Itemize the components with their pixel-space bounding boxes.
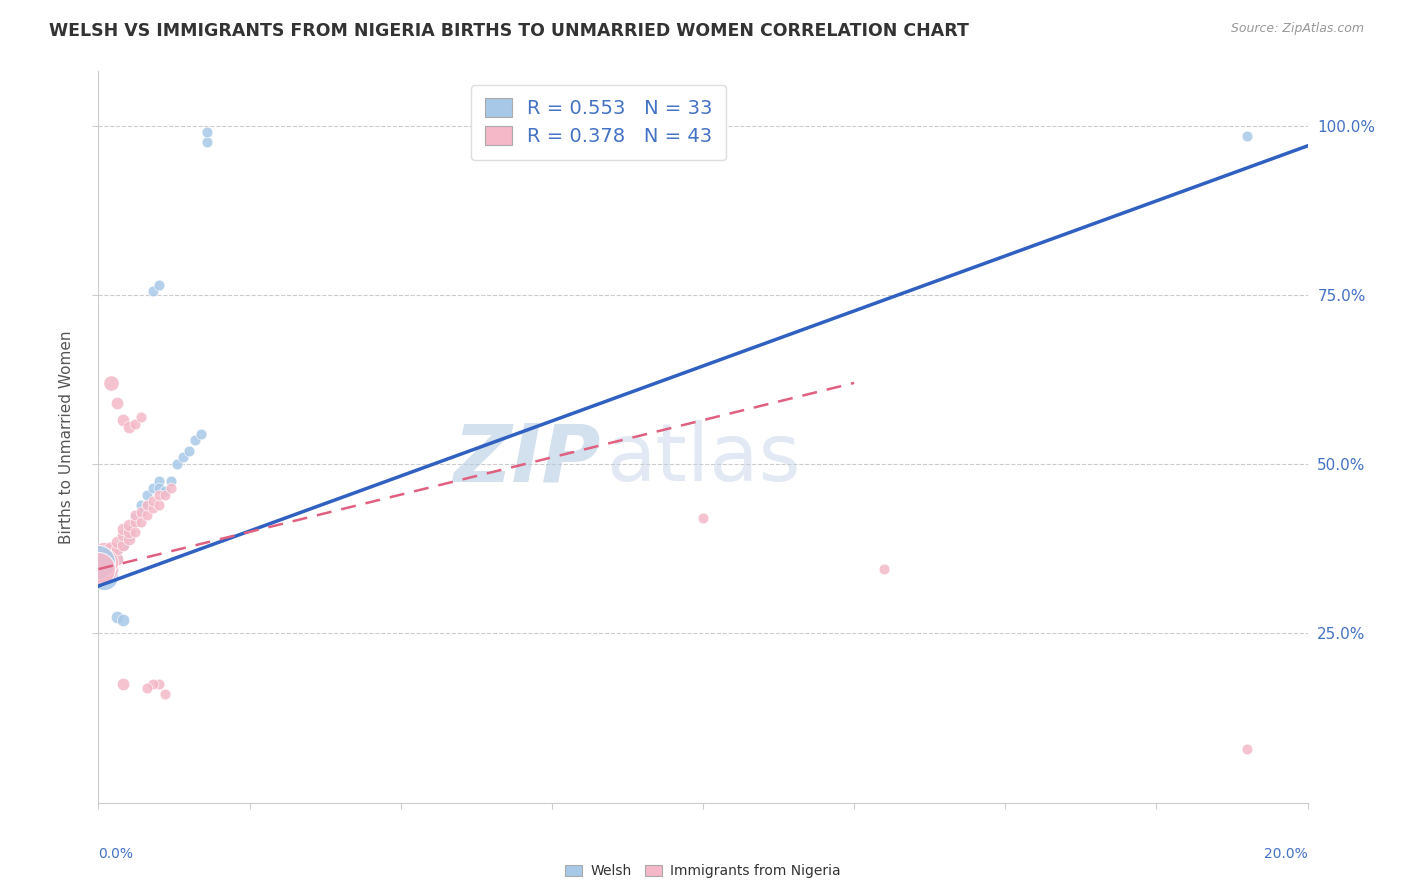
Point	[100, 541, 122, 556]
Point	[195, 125, 218, 139]
Point	[100, 549, 122, 563]
Point	[142, 677, 165, 691]
Point	[160, 474, 183, 488]
Point	[153, 488, 176, 502]
Point	[93, 549, 115, 563]
Text: 20.0%: 20.0%	[1264, 847, 1308, 861]
Point	[129, 505, 152, 519]
Point	[148, 677, 170, 691]
Point	[873, 562, 896, 576]
Point	[100, 549, 122, 563]
Point	[93, 555, 115, 569]
Point	[135, 498, 157, 512]
Y-axis label: Births to Unmarried Women: Births to Unmarried Women	[59, 330, 75, 544]
Point	[118, 528, 141, 542]
Point	[135, 681, 157, 695]
Point	[111, 538, 134, 552]
Text: Source: ZipAtlas.com: Source: ZipAtlas.com	[1230, 22, 1364, 36]
Point	[1236, 128, 1258, 143]
Text: WELSH VS IMMIGRANTS FROM NIGERIA BIRTHS TO UNMARRIED WOMEN CORRELATION CHART: WELSH VS IMMIGRANTS FROM NIGERIA BIRTHS …	[49, 22, 969, 40]
Point	[93, 555, 115, 569]
Legend: Welsh, Immigrants from Nigeria: Welsh, Immigrants from Nigeria	[560, 858, 846, 884]
Point	[124, 515, 146, 529]
Point	[111, 532, 134, 546]
Point	[105, 396, 128, 410]
Point	[124, 515, 146, 529]
Point	[190, 426, 212, 441]
Text: 0.0%: 0.0%	[98, 847, 134, 861]
Point	[148, 474, 170, 488]
Text: atlas: atlas	[606, 420, 800, 498]
Point	[118, 524, 141, 539]
Point	[124, 417, 146, 431]
Point	[179, 443, 201, 458]
Point	[87, 555, 110, 569]
Point	[135, 488, 157, 502]
Point	[105, 552, 128, 566]
Point	[142, 481, 165, 495]
Point	[93, 562, 115, 576]
Point	[118, 524, 141, 539]
Point	[148, 277, 170, 292]
Point	[87, 562, 110, 576]
Point	[142, 501, 165, 516]
Point	[118, 420, 141, 434]
Point	[135, 498, 157, 512]
Point	[124, 508, 146, 522]
Point	[111, 413, 134, 427]
Point	[129, 505, 152, 519]
Point	[118, 532, 141, 546]
Point	[148, 488, 170, 502]
Point	[111, 521, 134, 535]
Text: ZIP: ZIP	[453, 420, 600, 498]
Point	[195, 136, 218, 150]
Point	[124, 511, 146, 525]
Point	[153, 688, 176, 702]
Point	[184, 434, 207, 448]
Point	[111, 538, 134, 552]
Point	[100, 555, 122, 569]
Point	[93, 569, 115, 583]
Point	[142, 285, 165, 299]
Point	[105, 552, 128, 566]
Point	[124, 524, 146, 539]
Point	[1236, 741, 1258, 756]
Point	[160, 481, 183, 495]
Point	[129, 409, 152, 424]
Point	[105, 535, 128, 549]
Point	[111, 528, 134, 542]
Point	[142, 494, 165, 508]
Point	[692, 511, 714, 525]
Point	[118, 518, 141, 533]
Point	[172, 450, 194, 465]
Point	[105, 541, 128, 556]
Point	[129, 498, 152, 512]
Point	[100, 555, 122, 569]
Point	[129, 515, 152, 529]
Point	[111, 677, 134, 691]
Point	[93, 562, 115, 576]
Point	[105, 609, 128, 624]
Point	[105, 541, 128, 556]
Point	[148, 498, 170, 512]
Point	[135, 508, 157, 522]
Point	[153, 484, 176, 499]
Point	[111, 613, 134, 627]
Point	[148, 481, 170, 495]
Point	[100, 376, 122, 390]
Point	[166, 457, 188, 471]
